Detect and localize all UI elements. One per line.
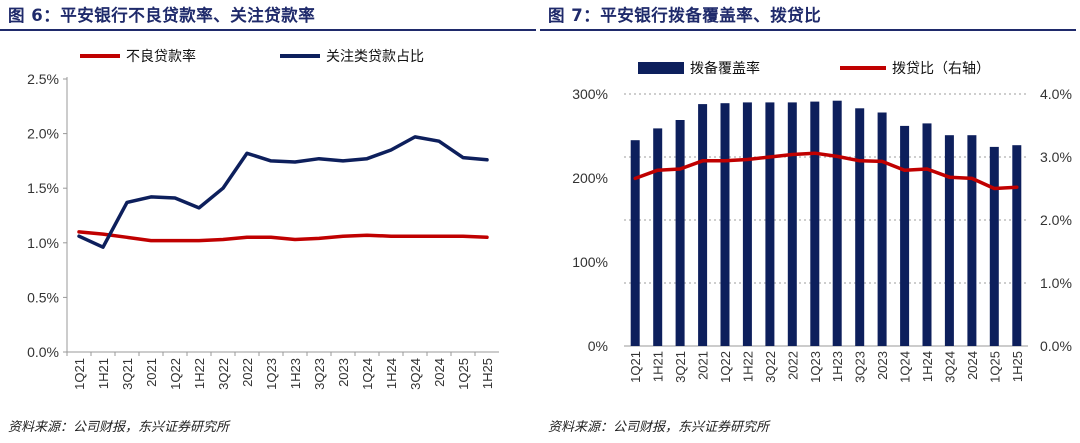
bar-1q25 xyxy=(989,146,999,346)
x-tick-label: 1Q21 xyxy=(72,358,87,390)
bar-3q21 xyxy=(675,120,685,346)
y-tick-label: 1.5% xyxy=(27,180,59,196)
y-tick-label: 0.0% xyxy=(27,344,59,360)
bar-1q22 xyxy=(720,103,730,346)
x-tick-label: 1Q21 xyxy=(628,351,643,383)
bar-1q23 xyxy=(810,101,820,346)
y-tick-label: 2.0% xyxy=(27,126,59,142)
x-tick-label: 1Q24 xyxy=(898,351,913,383)
bar-1h21 xyxy=(653,128,663,346)
x-tick-label: 1H21 xyxy=(651,351,666,382)
x-tick-label: 3Q22 xyxy=(216,358,231,390)
bar-1h22 xyxy=(742,102,752,347)
x-tick-label: 1H24 xyxy=(920,351,935,382)
x-tick-label: 1H25 xyxy=(480,358,495,389)
series-line-npl-ratio xyxy=(77,230,489,243)
x-tick-label: 1H25 xyxy=(1010,351,1025,382)
x-tick-label: 1H22 xyxy=(740,351,755,382)
x-tick-label: 3Q23 xyxy=(312,358,327,390)
x-tick-label: 1Q22 xyxy=(168,358,183,390)
right-figure-title: 图 7：平安银行拨备覆盖率、拨贷比 xyxy=(548,6,822,25)
y-tick-label: 2.5% xyxy=(27,71,59,87)
left-title-rule xyxy=(0,29,536,31)
bar-1h23 xyxy=(832,100,842,346)
provision-chart: 0.0% 1.0% 2.0% 3.0% 4.0% 0% 100% 200% 300% 1Q21 1H… xyxy=(572,60,1072,383)
x-tick-label: 3Q24 xyxy=(942,351,957,383)
bar-2022 xyxy=(787,102,797,347)
right-source-note: 资料来源：公司财报，东兴证券研究所 xyxy=(548,420,770,435)
x-tick-label: 1H21 xyxy=(96,358,111,389)
y-left-tick-label: 300% xyxy=(572,86,608,102)
npl-chart: 0.0% 0.5% 1.0% 1.5% 2.0% 2.5% 1Q21 1H21 3Q21 2021… xyxy=(27,48,499,390)
x-tick-label: 2021 xyxy=(144,358,159,387)
bar-3q24 xyxy=(944,135,954,346)
y-right-tick-label: 1.0% xyxy=(1040,275,1072,291)
x-tick-label: 3Q21 xyxy=(673,351,688,383)
x-tick-label: 1Q25 xyxy=(456,358,471,390)
right-panel: 图 7：平安银行拨备覆盖率、拨贷比 0.0% 1.0% 2.0% 3.0% 4.0% 0%… xyxy=(540,0,1080,443)
left-source-note: 资料来源：公司财报，东兴证券研究所 xyxy=(8,420,230,435)
legend-label: 不良贷款率 xyxy=(126,48,196,65)
legend-label: 关注类贷款占比 xyxy=(326,49,424,65)
bar-3q22 xyxy=(765,102,775,347)
x-tick-label: 1Q24 xyxy=(360,358,375,390)
bar-1q24 xyxy=(900,125,910,347)
legend-label: 拨备覆盖率 xyxy=(690,60,760,77)
bar-1h24 xyxy=(922,123,932,347)
right-title-rule xyxy=(540,29,1076,31)
y-right-tick-label: 2.0% xyxy=(1040,212,1072,228)
x-tick-label: 3Q22 xyxy=(763,351,778,383)
x-tick-label: 2022 xyxy=(240,358,255,387)
x-tick-label: 3Q21 xyxy=(120,358,135,390)
y-tick-label: 1.0% xyxy=(27,235,59,251)
y-right-tick-label: 0.0% xyxy=(1040,338,1072,354)
x-tick-label: 2022 xyxy=(785,351,800,380)
y-left-tick-label: 200% xyxy=(572,170,608,186)
x-tick-label: 1Q23 xyxy=(264,358,279,390)
y-left-tick-label: 0% xyxy=(588,338,608,354)
y-right-tick-label: 3.0% xyxy=(1040,149,1072,165)
x-tick-label: 1H23 xyxy=(288,358,303,389)
x-tick-label: 2021 xyxy=(696,351,711,380)
x-tick-label: 1Q25 xyxy=(987,351,1002,383)
x-tick-label: 1Q22 xyxy=(718,351,733,383)
x-tick-label: 3Q23 xyxy=(853,351,868,383)
bar-2021 xyxy=(698,104,708,346)
bar-2024 xyxy=(967,135,977,346)
bar-1h25 xyxy=(1012,145,1022,346)
x-tick-label: 2023 xyxy=(336,358,351,387)
left-figure-title: 图 6：平安银行不良贷款率、关注贷款率 xyxy=(8,6,316,25)
y-right-tick-label: 4.0% xyxy=(1040,86,1072,102)
legend-label: 拨贷比（右轴） xyxy=(892,61,990,77)
bar-1q21 xyxy=(630,140,640,346)
x-tick-label: 1Q23 xyxy=(808,351,823,383)
x-tick-label: 1H22 xyxy=(192,358,207,389)
x-tick-label: 2024 xyxy=(432,358,447,387)
series-line-provision-loan-ratio xyxy=(633,151,1019,191)
y-tick-label: 0.5% xyxy=(27,289,59,305)
legend-swatch-bar xyxy=(638,62,684,74)
x-tick-label: 1H24 xyxy=(384,358,399,389)
y-left-tick-label: 100% xyxy=(572,254,608,270)
left-panel: 图 6：平安银行不良贷款率、关注贷款率 0.0% 0.5% 1.0% 1.5% 2.0%… xyxy=(0,6,536,435)
bar-2023 xyxy=(877,112,887,346)
x-tick-label: 2023 xyxy=(875,351,890,380)
x-tick-label: 3Q24 xyxy=(408,358,423,390)
x-tick-label: 2024 xyxy=(965,351,980,380)
x-tick-label: 1H23 xyxy=(830,351,845,382)
series-line-special-mention-ratio xyxy=(77,135,489,249)
bar-3q23 xyxy=(855,108,865,346)
